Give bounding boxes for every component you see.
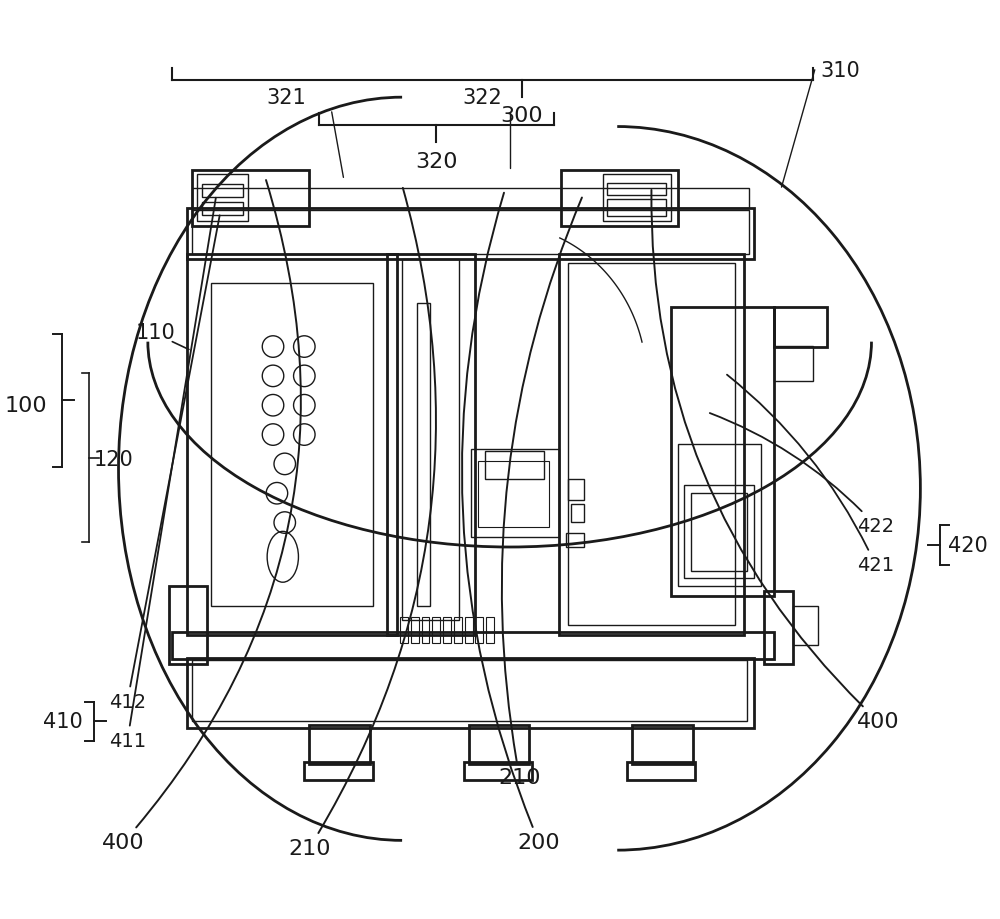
Bar [187,209,754,259]
Text: 412: 412 [109,216,220,711]
Text: 321: 321 [267,88,307,108]
Bar [197,176,248,222]
Bar [607,184,666,196]
Bar [192,210,749,255]
Bar [465,618,473,643]
Bar [764,591,793,664]
Text: 110: 110 [136,323,176,343]
Bar [187,658,754,728]
Text: 200: 200 [462,194,560,853]
Bar [411,618,419,643]
Bar [422,618,429,643]
Bar [571,505,584,522]
Bar [478,461,549,528]
Bar [432,618,440,643]
Bar [568,264,735,626]
Bar [202,202,243,215]
Bar [684,486,754,579]
Bar [568,479,584,501]
Bar [464,763,532,780]
Bar [627,763,695,780]
Bar [793,606,818,645]
Bar [671,308,774,596]
Bar [566,534,584,548]
Bar [632,725,693,765]
Bar [192,170,309,227]
Text: 210: 210 [288,188,436,858]
Bar [304,763,373,780]
Bar [485,451,544,479]
Bar [309,725,370,765]
Bar [559,255,744,635]
Text: 421: 421 [727,375,894,574]
Text: 400: 400 [651,191,899,732]
Text: 300: 300 [501,106,543,126]
Bar [607,199,666,217]
Text: 210: 210 [498,199,582,787]
Text: 410: 410 [43,711,82,732]
Text: 310: 310 [821,61,860,81]
Bar [402,259,459,620]
Bar [192,661,747,721]
Bar [202,185,243,198]
Text: 420: 420 [948,536,988,555]
Bar [169,586,207,664]
Bar [187,255,397,635]
Text: 411: 411 [109,199,216,750]
Bar [172,632,774,660]
Bar [678,445,761,586]
Bar [454,618,462,643]
Bar [211,284,373,606]
Bar [475,618,483,643]
Bar [417,303,430,606]
Bar [691,494,747,572]
Bar [774,346,813,381]
Bar [471,449,559,538]
Bar [774,308,827,347]
Text: 400: 400 [102,181,301,853]
Text: 422: 422 [710,414,894,536]
Text: 100: 100 [5,396,47,415]
Bar [486,618,494,643]
Text: 120: 120 [94,449,134,470]
Bar [400,618,408,643]
Bar [387,255,475,635]
Bar [561,170,678,227]
Text: 322: 322 [462,88,502,108]
Bar [192,189,749,209]
Bar [603,176,671,222]
Text: 320: 320 [415,152,458,172]
Bar [469,725,529,765]
Bar [443,618,451,643]
